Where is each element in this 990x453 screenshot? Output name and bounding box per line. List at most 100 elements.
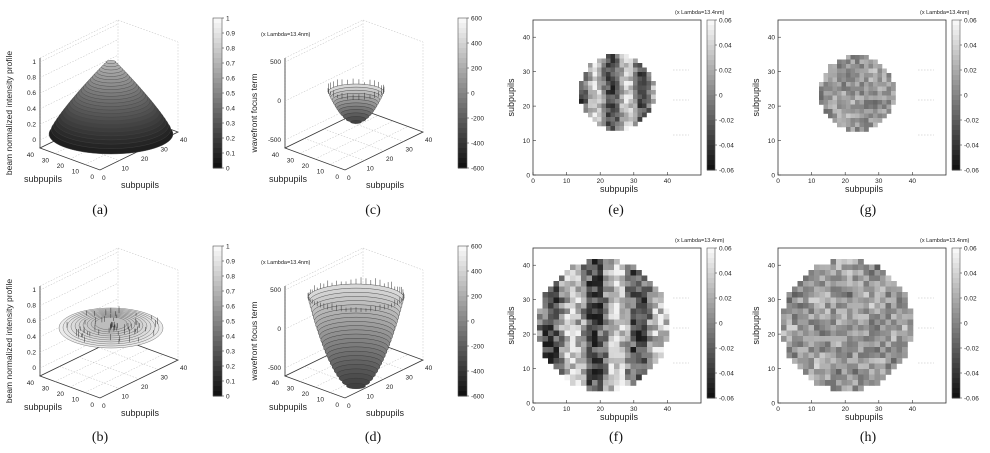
panel-f-map-cell [636,292,642,298]
panel-e-map-cell [624,85,629,91]
panel-h-map-cell [874,286,881,293]
panel-f-map-cell [581,330,587,337]
panel-h-colorbar-cell [952,313,960,319]
panel-g-colorbar-cell [952,100,960,106]
panel-e-map-cell [583,99,589,104]
panel-h-map-cell [891,319,897,326]
panel-b-colorbar-cell [213,301,222,307]
panel-c-colorbar-cell [458,163,467,169]
panel-h-map-cell [891,341,897,348]
panel-h-colorbar-cell [952,263,960,269]
panel-f-map-cell [603,352,609,359]
panel-a-colorbar-cell [213,148,222,154]
panel-h-colorbar-cell [952,308,960,314]
panel-g-map-cell [859,55,865,60]
panel-c-colorbar-cell [458,68,467,74]
panel-f-map-cell [537,330,543,337]
panel-h-map-cell [792,358,798,364]
panel-h-map-cell [863,314,870,320]
panel-g-map-cell [859,118,865,123]
panel-f-map-cell [597,380,604,386]
panel-g-map-cell [837,59,842,65]
panel-a-colorbar-cell [213,153,222,159]
panel-g-colorbar-cell [952,150,960,156]
panel-h-map-cell [825,336,831,342]
panel-e-map-cell [624,81,629,86]
panel-h-map-cell [907,336,914,342]
panel-h-map-cell [808,303,815,309]
panel-h-map-cell [781,308,787,315]
panel-c-colorbar-cell [458,33,467,39]
panel-f-map-cell [625,297,631,304]
panel-f-map-cell [641,275,648,282]
panel-h-map-cell [841,358,848,364]
panel-b-y-tick-label: 40 [27,380,35,387]
panel-g-map-cell [855,86,860,92]
panel-h-map-cell [836,369,842,375]
panel-h-map-cell [863,297,870,304]
panel-e-map-cell [628,117,634,122]
panel-g-colorbar-label: -0.02 [964,118,979,125]
panel-f-map-cell [597,385,604,392]
panel-g-colorbar-cell [952,165,960,171]
panel-h-map-cell [825,270,831,276]
panel-h-map-cell [858,325,864,331]
panel-g-map-cell [832,64,838,69]
panel-h-map-cell [786,292,793,298]
panel-f-map-cell [614,297,620,304]
panel-h-map-cell [847,330,853,337]
panel-f-map-cell [608,325,615,331]
panel-h-map-cell [874,374,881,381]
panel-d-colorbar-cell [458,351,467,357]
panel-h-map-cell [847,380,853,386]
panel-h-map-cell [869,347,875,353]
panel-e-map-cell [624,76,629,82]
panel-h-map-cell [863,270,870,276]
panel-a-colorbar-label: 0.8 [226,46,235,53]
panel-e-map-cell [592,81,598,86]
panel-h-map-cell [874,358,881,364]
panel-g-map-cell [864,64,869,69]
panel-f-map-cell [641,292,648,298]
panel-h-map-cell [830,281,837,287]
panel-h-map-cell [830,363,837,370]
panel-h-map-cell [792,314,798,320]
panel-h-colorbar-cell [952,388,960,394]
panel-e-map-cell [624,67,629,73]
panel-h-colorbar-label: -0.02 [964,346,979,353]
panel-e-map-cell [637,63,643,68]
panel-a: 0 0.2 0.4 0.6 0.8 1 0 10 20 30 40 40 30 20 10 0 beam nor… [0,0,245,225]
panel-h-map-cell [825,275,831,282]
panel-f-map-cell [586,270,593,276]
panel-c-colorbar-cell [458,98,467,104]
panel-h-map-cell [869,330,875,337]
panel-g-map-cell [855,59,860,65]
panel-f-map-cell [619,314,626,320]
panel-e-map-cell [619,103,625,109]
panel-f-x-label: subpupils [600,412,639,422]
panel-g-map-cell [832,73,838,78]
panel-g-map-cell [837,100,842,105]
panel-h-map-cell [830,358,837,364]
panel-c-colorbar-cell [458,18,467,24]
panel-c-y-tick-label: 30 [287,158,295,165]
panel-g-map-cell [891,86,896,92]
panel-h-map-cell [808,336,815,342]
panel-h-map-cell [814,358,820,364]
panel-f-map-cell [559,347,565,353]
panel-h-colorbar-cell [952,283,960,289]
panel-c-colorbar-cell [458,113,467,119]
panel-c-y-tick-label: 20 [302,163,310,170]
panel-g-map-cell [855,118,860,123]
panel-f-map-cell [625,319,631,326]
panel-h-colorbar-label: 0.02 [964,296,977,303]
panel-f-map-cell [630,330,637,337]
panel-f-map-cell [608,286,615,293]
panel-h-map-cell [819,292,826,298]
panel-e-map-cell [615,99,620,104]
panel-e-map-cell [597,76,602,82]
panel-g-y-tick-label: 40 [768,35,776,42]
panel-e-map-cell [628,112,634,118]
panel-g-map-cell [837,82,842,87]
panel-g-map-cell [855,100,860,105]
